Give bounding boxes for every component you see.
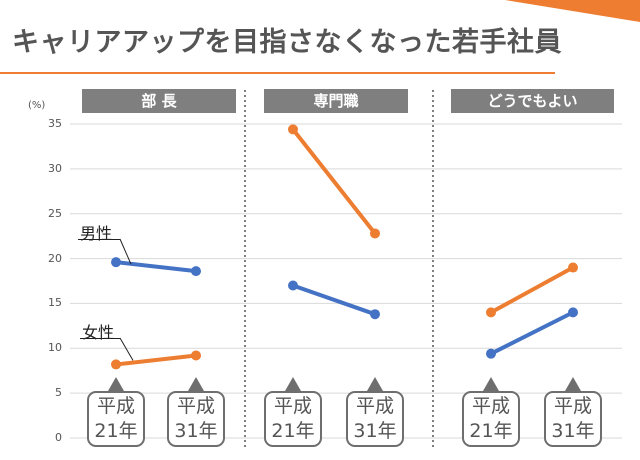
- series-label-male-underline: [78, 239, 120, 240]
- series-label-female: 女性: [82, 323, 115, 342]
- category-label-year: 21年: [94, 420, 138, 442]
- category-label-year: 31年: [174, 420, 218, 442]
- data-point-female: [111, 359, 121, 370]
- category-label-era: 平成: [96, 395, 135, 417]
- category-pointer: [565, 377, 581, 391]
- category-label-year: 21年: [271, 420, 315, 442]
- series-label-female-underline: [80, 338, 120, 339]
- panel-title-bucho: 部 長: [82, 89, 236, 113]
- series-line-male: [489, 310, 575, 356]
- category-pointer: [188, 377, 204, 391]
- category-label-era: 平成: [273, 395, 312, 417]
- panel-title-senmonshoku: 専門職: [264, 89, 408, 113]
- category-label-era: 平成: [471, 395, 510, 417]
- category-pointer: [367, 377, 383, 391]
- category-label-year: 31年: [353, 420, 397, 442]
- series-line-male: [114, 260, 198, 274]
- category-pointer: [108, 377, 124, 391]
- category-label: 平成 31年: [346, 391, 404, 447]
- y-tick-label: 0: [55, 431, 62, 444]
- data-point-female: [370, 228, 380, 239]
- y-tick-label: 30: [48, 161, 62, 175]
- category-label-year: 21年: [469, 420, 513, 442]
- series-line-female: [114, 353, 198, 367]
- category-label: 平成 21年: [264, 391, 322, 447]
- panel-title-doudemoyoi: どうでもよい: [451, 89, 614, 113]
- y-tick-label: 20: [48, 251, 62, 265]
- series-line-female: [291, 127, 377, 236]
- series-label-male: 男性: [80, 224, 113, 243]
- category-label-year: 31年: [551, 420, 595, 442]
- y-axis-unit: (%): [28, 100, 46, 111]
- category-label-era: 平成: [553, 395, 592, 417]
- data-point-male: [288, 280, 298, 291]
- series-line-male: [291, 283, 377, 317]
- category-label: 平成 21年: [87, 391, 145, 447]
- page-title: キャリアアップを目指さなくなった若手社員: [12, 27, 562, 58]
- title-rule: [0, 72, 555, 74]
- data-point-male: [568, 307, 578, 318]
- y-tick-label: 10: [48, 341, 62, 355]
- data-point-female: [288, 124, 298, 135]
- data-point-male: [191, 266, 201, 277]
- data-point-female: [191, 350, 201, 361]
- data-point-female: [486, 307, 496, 318]
- category-label: 平成 31年: [167, 391, 225, 447]
- category-label-era: 平成: [176, 395, 215, 417]
- y-tick-label: 25: [48, 206, 62, 220]
- y-tick-label: 35: [48, 117, 62, 130]
- category-pointer: [483, 377, 499, 391]
- data-point-male: [370, 309, 380, 320]
- data-point-male: [111, 257, 121, 268]
- y-tick-label: 15: [48, 296, 62, 310]
- corner-accent: [505, 0, 640, 22]
- data-point-male: [486, 348, 496, 359]
- category-label: 平成 31年: [544, 391, 602, 447]
- series-label-female-leader: [119, 337, 134, 361]
- series-line-female: [489, 265, 575, 315]
- y-tick-label: 5: [55, 386, 62, 400]
- data-point-female: [568, 262, 578, 273]
- category-pointer: [285, 377, 301, 391]
- category-label: 平成 21年: [462, 391, 520, 447]
- series-label-male-leader: [119, 238, 132, 265]
- category-label-era: 平成: [355, 395, 394, 417]
